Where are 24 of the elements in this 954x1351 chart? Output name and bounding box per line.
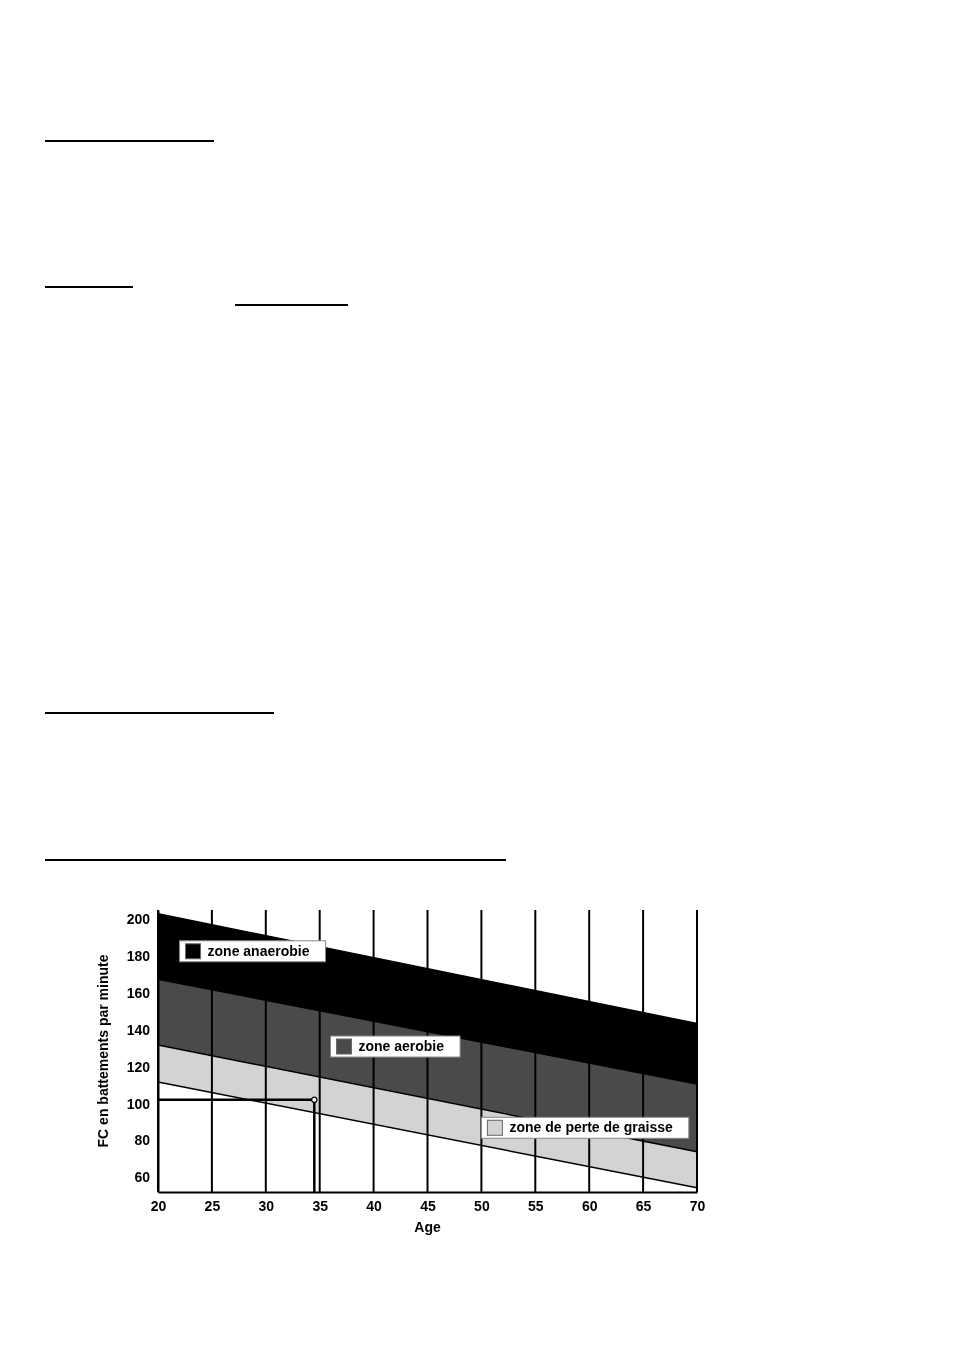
legend-label: zone anaerobie xyxy=(207,942,310,959)
x-axis-title: Age xyxy=(414,1219,441,1235)
y-tick-label: 140 xyxy=(126,1021,151,1038)
x-tick-label: 70 xyxy=(689,1197,706,1214)
legend-label: zone de perte de graisse xyxy=(509,1119,674,1136)
x-tick-label: 35 xyxy=(312,1197,329,1214)
x-tick-label: 40 xyxy=(366,1197,383,1214)
y-tick-label: 120 xyxy=(126,1058,151,1075)
x-tick-label: 65 xyxy=(635,1197,652,1214)
x-tick-label: 60 xyxy=(581,1197,598,1214)
x-tick-label: 20 xyxy=(150,1197,167,1214)
y-axis-title: FC en battements par minute xyxy=(95,954,111,1148)
y-tick-label: 200 xyxy=(126,911,151,928)
x-tick-label: 55 xyxy=(528,1197,544,1214)
x-tick-label: 25 xyxy=(204,1197,221,1214)
x-tick-label: 30 xyxy=(258,1197,275,1214)
x-tick-label: 50 xyxy=(474,1197,490,1214)
legend-label: zone aerobie xyxy=(358,1038,445,1055)
y-tick-label: 60 xyxy=(134,1169,151,1186)
y-tick-label: 100 xyxy=(126,1095,151,1112)
y-tick-label: 180 xyxy=(126,948,151,965)
y-tick-label: 80 xyxy=(134,1132,151,1149)
x-tick-label: 45 xyxy=(420,1197,436,1214)
y-tick-label: 160 xyxy=(126,984,151,1001)
